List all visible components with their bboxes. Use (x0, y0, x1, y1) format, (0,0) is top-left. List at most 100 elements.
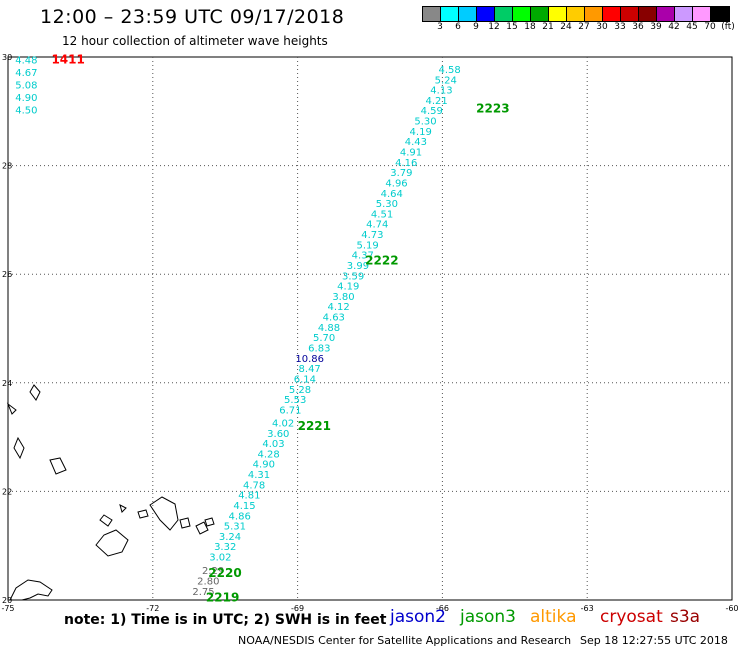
swh-value: 3.80 (332, 292, 354, 303)
swh-value: 10.86 (295, 354, 324, 365)
pass-time-label: 2223 (476, 102, 509, 116)
scale-label: 15 (506, 22, 518, 32)
swh-value: 4.90 (253, 460, 275, 471)
swh-value: 5.28 (289, 385, 311, 396)
swh-value: 4.03 (262, 439, 284, 450)
scale-swatch (711, 7, 729, 21)
swh-value: 4.73 (361, 230, 383, 241)
y-tick-label: 22 (2, 487, 12, 496)
coastline (29, 384, 41, 401)
scale-swatch (423, 7, 441, 21)
swh-value: 5.24 (435, 75, 457, 86)
footer-timestamp: Sep 18 12:27:55 UTC 2018 (580, 634, 728, 647)
scale-label: 33 (614, 22, 626, 32)
coastline (95, 529, 129, 557)
swh-value: 4.19 (337, 282, 359, 293)
swh-value: 4.28 (258, 449, 280, 460)
scale-swatch (441, 7, 459, 21)
swh-value: 4.19 (410, 127, 432, 138)
swh-value: 5.30 (414, 117, 436, 128)
x-tick-label: -69 (291, 604, 304, 613)
scale-swatch (585, 7, 603, 21)
wave-height-color-scale (422, 6, 730, 22)
scale-label: 27 (578, 22, 590, 32)
swh-value: 4.51 (371, 209, 393, 220)
x-tick-label: -66 (436, 604, 449, 613)
scale-label: 36 (632, 22, 644, 32)
scale-swatch (621, 7, 639, 21)
swh-value: 4.67 (15, 68, 37, 79)
scale-label: 9 (473, 22, 479, 32)
swh-value: 5.08 (15, 81, 37, 92)
map-subtitle: 12 hour collection of altimeter wave hei… (62, 34, 328, 48)
scale-label: 24 (560, 22, 572, 32)
y-tick-label: 28 (2, 162, 12, 171)
swh-value: 6.71 (279, 405, 301, 416)
swh-value: 4.02 (272, 418, 294, 429)
swh-value: 8.47 (299, 364, 321, 375)
swh-value: 3.79 (390, 168, 412, 179)
swh-value: 4.90 (15, 93, 37, 104)
map-title: 12:00 – 23:59 UTC 09/17/2018 (40, 6, 345, 28)
swh-value: 3.32 (214, 542, 236, 553)
coastline (179, 517, 191, 529)
pass-time-label: 2221 (298, 419, 331, 433)
footer-credit: NOAA/NESDIS Center for Satellite Applica… (238, 634, 572, 647)
swh-value: 5.53 (284, 395, 306, 406)
satellite-legend-s3a: s3a (670, 607, 701, 627)
scale-label: 6 (455, 22, 461, 32)
swh-value: 4.31 (248, 470, 270, 481)
swh-value: 4.64 (381, 189, 403, 200)
swh-value: 4.12 (327, 302, 349, 313)
coastline (204, 517, 215, 527)
scale-label: 3 (437, 22, 443, 32)
scale-swatch (549, 7, 567, 21)
swh-value: 3.99 (347, 261, 369, 272)
scale-swatch (657, 7, 675, 21)
swh-value: 5.19 (356, 240, 378, 251)
scale-swatch (693, 7, 711, 21)
pass-time-label: 2220 (208, 566, 241, 580)
y-tick-label: 26 (2, 270, 12, 279)
swh-value: 6.14 (294, 374, 316, 385)
scale-label: (ft) (721, 22, 735, 32)
coastline (6, 402, 17, 415)
swh-value: 4.86 (229, 511, 251, 522)
coastline (49, 457, 67, 475)
satellite-legend-cryosat: cryosat (600, 607, 663, 627)
swh-value: 4.37 (352, 251, 374, 262)
swh-value: 2.80 (197, 576, 219, 587)
map-frame (7, 56, 733, 601)
swh-value: 3.24 (219, 532, 241, 543)
swh-value: 4.21 (425, 96, 447, 107)
scale-label: 12 (488, 22, 500, 32)
swh-value: 2.29 (202, 566, 224, 577)
swh-value: 3.59 (342, 271, 364, 282)
scale-swatch (567, 7, 585, 21)
y-tick-label: 20 (2, 596, 12, 605)
scale-swatch (603, 7, 621, 21)
scale-label: 39 (650, 22, 662, 32)
swh-value: 4.59 (421, 106, 443, 117)
scale-swatch (531, 7, 549, 21)
y-tick-label: 24 (2, 379, 12, 388)
scale-label: 21 (542, 22, 554, 32)
swh-value: 5.31 (224, 522, 246, 533)
wave-height-scale-labels: 3 6 9 12 15 18 21 24 27 30 33 36 39 42 45 70 (ft) (422, 22, 740, 34)
swh-value: 4.13 (430, 86, 452, 97)
coastline (119, 504, 127, 513)
y-tick-label: 30 (2, 53, 12, 62)
coastline (137, 509, 149, 519)
coastline (195, 521, 209, 535)
swh-value: 4.74 (366, 220, 388, 231)
scale-swatch (513, 7, 531, 21)
scale-label: 45 (686, 22, 698, 32)
swh-value: 6.83 (308, 344, 330, 355)
coastline (149, 496, 179, 531)
swh-value: 4.48 (15, 56, 37, 67)
satellite-legend-jason2: jason2 (390, 607, 446, 627)
swh-value: 4.43 (405, 137, 427, 148)
swh-value: 4.15 (233, 501, 255, 512)
swh-value: 4.16 (395, 158, 417, 169)
